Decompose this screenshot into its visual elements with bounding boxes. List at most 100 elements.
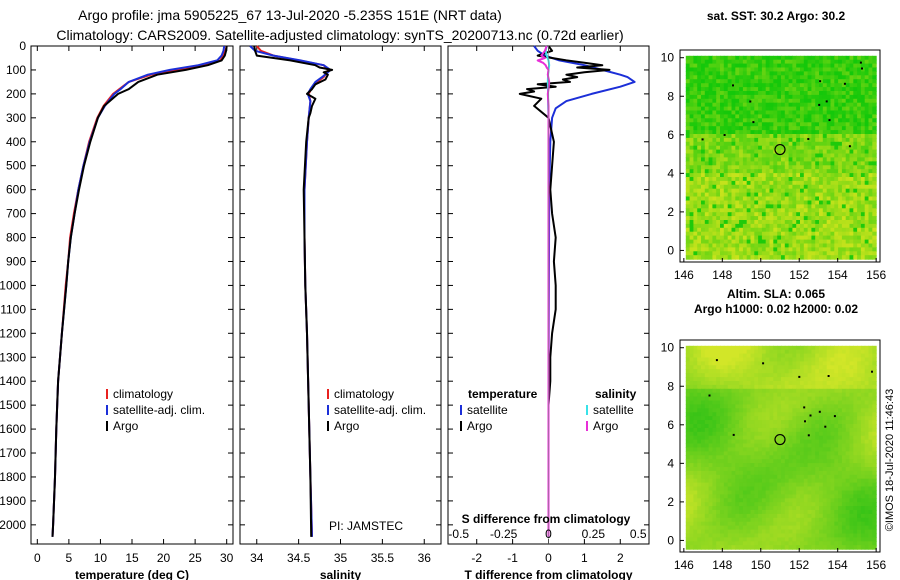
- map-cell: [868, 55, 873, 61]
- map-cell: [788, 251, 793, 256]
- map-cell: [735, 55, 740, 61]
- map-cell: [868, 404, 873, 409]
- land-dot: [843, 82, 846, 85]
- map-cell: [773, 59, 778, 65]
- map-cell: [796, 169, 801, 174]
- map-cell: [849, 157, 854, 162]
- map-cell: [685, 365, 691, 370]
- map-cell: [796, 369, 801, 374]
- map-cell: [864, 482, 870, 488]
- map-cell: [834, 482, 839, 488]
- map-cell: [735, 455, 740, 460]
- map-cell: [830, 349, 835, 355]
- map-cell: [819, 91, 824, 96]
- map-cell: [720, 114, 725, 119]
- map-cell: [773, 55, 778, 61]
- map-cell: [857, 220, 862, 225]
- map-cell: [746, 98, 752, 104]
- map-cell: [819, 400, 824, 405]
- map-cell: [815, 412, 820, 417]
- map-cell: [731, 353, 736, 359]
- map-cell: [872, 161, 877, 166]
- map-cell: [769, 431, 774, 437]
- map-cell: [761, 392, 767, 398]
- map-cell: [849, 239, 854, 245]
- map-cell: [819, 239, 824, 245]
- map-cell: [841, 227, 847, 233]
- map-cell: [792, 87, 797, 92]
- map-cell: [777, 126, 782, 131]
- map-cell: [853, 59, 858, 65]
- map-cell: [731, 184, 736, 190]
- map-cell: [830, 157, 835, 162]
- map-cell: [788, 137, 793, 143]
- map-cell: [704, 67, 710, 72]
- map-cell: [735, 180, 740, 186]
- map-cell: [773, 141, 778, 147]
- map-cell: [754, 102, 759, 108]
- map-cell: [723, 200, 729, 205]
- map-cell: [819, 161, 824, 166]
- map-cell: [731, 75, 736, 80]
- map-cell: [746, 79, 752, 84]
- map-cell: [792, 192, 797, 198]
- map-cell: [754, 365, 759, 370]
- map-cell: [811, 177, 816, 182]
- map-cell: [735, 161, 740, 166]
- map-cell: [849, 502, 854, 507]
- map-cell: [727, 153, 733, 158]
- map-cell: [708, 502, 713, 507]
- map-cell: [784, 227, 790, 233]
- map-cell: [803, 239, 809, 245]
- map-cell: [788, 55, 793, 61]
- map-cell: [685, 231, 691, 237]
- map-cell: [727, 388, 733, 394]
- map-cell: [826, 188, 832, 194]
- map-cell: [689, 439, 694, 445]
- map-cell: [701, 83, 706, 88]
- map-cell: [765, 173, 771, 178]
- map-cell: [704, 216, 710, 221]
- map-cell: [720, 67, 725, 72]
- map-cell: [864, 451, 870, 456]
- map-cell: [788, 408, 793, 413]
- map-cell: [784, 208, 790, 213]
- map-cell: [811, 169, 816, 174]
- map-cell: [872, 220, 877, 225]
- map-cell: [819, 247, 824, 252]
- map-cell: [860, 55, 866, 61]
- map-cell: [708, 110, 713, 115]
- map-cell: [746, 439, 752, 445]
- map-cell: [784, 126, 790, 131]
- map-cell: [860, 392, 866, 398]
- map-cell: [792, 478, 797, 484]
- map-cell: [834, 223, 839, 229]
- map-cell: [689, 83, 694, 88]
- map-cell: [685, 192, 691, 198]
- map-cell: [803, 506, 809, 511]
- map-cell: [746, 196, 752, 201]
- map-cell: [773, 126, 778, 131]
- map-cell: [788, 384, 793, 390]
- map-cell: [689, 392, 694, 398]
- map-cell: [739, 102, 744, 108]
- map-cell: [868, 83, 873, 88]
- map-cell: [803, 220, 809, 225]
- map-cell: [746, 377, 752, 382]
- map-cell: [815, 110, 820, 115]
- map-cell: [723, 404, 729, 409]
- map-cell: [750, 235, 755, 241]
- map-cell: [758, 388, 763, 394]
- map-cell: [761, 71, 767, 76]
- map-cell: [872, 227, 877, 233]
- map-cell: [761, 443, 767, 448]
- map-cell: [731, 188, 736, 194]
- map-cell: [860, 416, 866, 421]
- map-cell: [742, 388, 748, 394]
- map-cell: [708, 94, 713, 100]
- map-cell: [758, 137, 763, 143]
- map-cell: [841, 463, 847, 468]
- map-cell: [872, 349, 877, 355]
- map-cell: [723, 102, 729, 108]
